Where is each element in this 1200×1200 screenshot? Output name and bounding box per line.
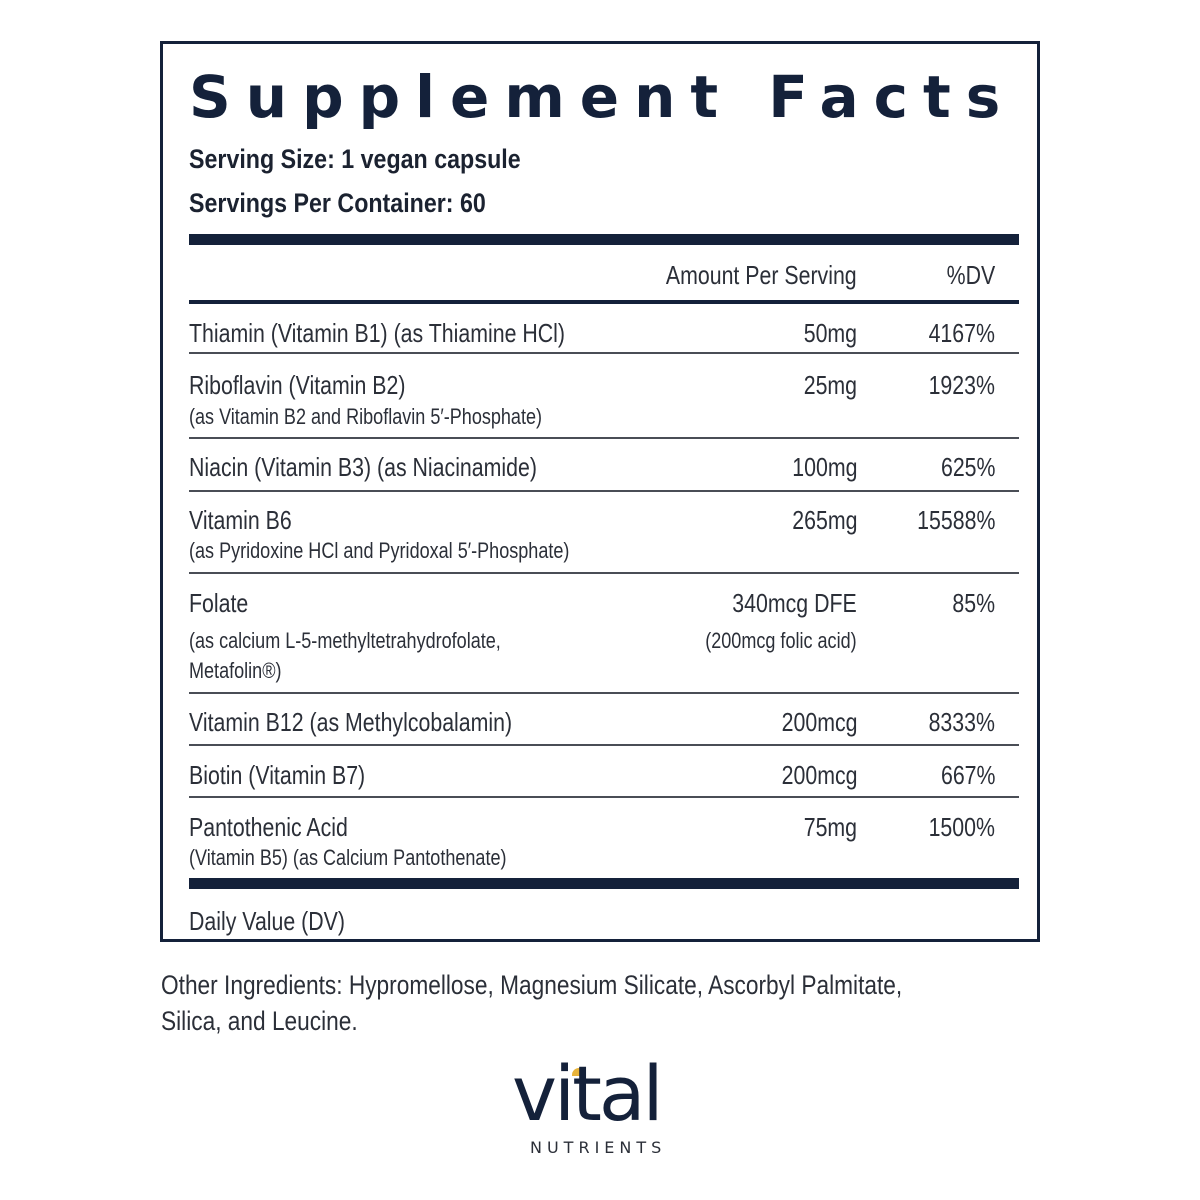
header-dv: %DV	[946, 260, 995, 290]
divider-header	[189, 300, 1019, 304]
row-pantothenic-name: Pantothenic Acid	[189, 812, 348, 842]
row-niacin-name: Niacin (Vitamin B3) (as Niacinamide)	[189, 452, 537, 482]
row-folate-sub: (as calcium L-5-methyltetrahydrofolate,	[189, 628, 501, 653]
serving-size: Serving Size: 1 vegan capsule	[189, 144, 521, 174]
divider-thick	[189, 234, 1019, 245]
row-riboflavin-dv: 1923%	[928, 370, 995, 400]
row-b12-amount: 200mcg	[781, 707, 857, 737]
row-niacin-amount: 100mg	[791, 452, 857, 482]
row-thiamin-dv: 4167%	[928, 318, 995, 348]
row-b12-name: Vitamin B12 (as Methylcobalamin)	[189, 707, 513, 737]
row-b6-sub: (as Pyridoxine HCl and Pyridoxal 5′-Phos…	[189, 538, 570, 563]
other-ingredients-line2: Silica, and Leucine.	[161, 1006, 358, 1036]
row-b6-name: Vitamin B6	[189, 505, 292, 535]
other-ingredients-line1: Other Ingredients: Hypromellose, Magnesi…	[161, 970, 903, 1000]
row-divider	[189, 572, 1019, 574]
servings-per-container: Servings Per Container: 60	[189, 188, 486, 218]
daily-value-note: Daily Value (DV)	[189, 906, 346, 936]
row-folate-amount-sub: (200mcg folic acid)	[705, 628, 857, 653]
panel-title: Supplement Facts	[189, 63, 1016, 131]
row-biotin-name: Biotin (Vitamin B7)	[189, 760, 366, 790]
logo-wordmark: vital	[512, 1049, 664, 1138]
row-divider	[189, 490, 1019, 492]
row-b6-dv: 15588%	[916, 505, 995, 535]
row-divider	[189, 352, 1019, 354]
row-divider	[189, 796, 1019, 798]
row-riboflavin-sub: (as Vitamin B2 and Riboflavin 5′-Phospha…	[189, 404, 543, 429]
row-biotin-amount: 200mcg	[781, 760, 857, 790]
logo-subtitle: NUTRIENTS	[530, 1138, 667, 1157]
row-biotin-dv: 667%	[940, 760, 995, 790]
header-amount: Amount Per Serving	[666, 260, 857, 290]
row-riboflavin-name: Riboflavin (Vitamin B2)	[189, 370, 406, 400]
row-folate-amount: 340mcg DFE	[732, 588, 857, 618]
row-b6-amount: 265mg	[791, 505, 857, 535]
supplement-facts-panel: Supplement Facts Serving Size: 1 vegan c…	[160, 41, 1040, 942]
row-thiamin-amount: 50mg	[803, 318, 857, 348]
sun-icon	[572, 1068, 586, 1076]
row-pantothenic-amount: 75mg	[803, 812, 857, 842]
row-riboflavin-amount: 25mg	[803, 370, 857, 400]
brand-logo: vital NUTRIENTS	[512, 1056, 692, 1162]
row-pantothenic-sub: (Vitamin B5) (as Calcium Pantothenate)	[189, 845, 507, 870]
row-niacin-dv: 625%	[940, 452, 995, 482]
divider-thick-bottom	[189, 878, 1019, 889]
row-b12-dv: 8333%	[928, 707, 995, 737]
row-thiamin-name: Thiamin (Vitamin B1) (as Thiamine HCl)	[189, 318, 565, 348]
row-divider	[189, 692, 1019, 694]
row-divider	[189, 744, 1019, 746]
row-pantothenic-dv: 1500%	[928, 812, 995, 842]
row-folate-dv: 85%	[952, 588, 995, 618]
row-folate-sub2: Metafolin®)	[189, 658, 282, 683]
row-folate-name: Folate	[189, 588, 249, 618]
row-divider	[189, 437, 1019, 439]
